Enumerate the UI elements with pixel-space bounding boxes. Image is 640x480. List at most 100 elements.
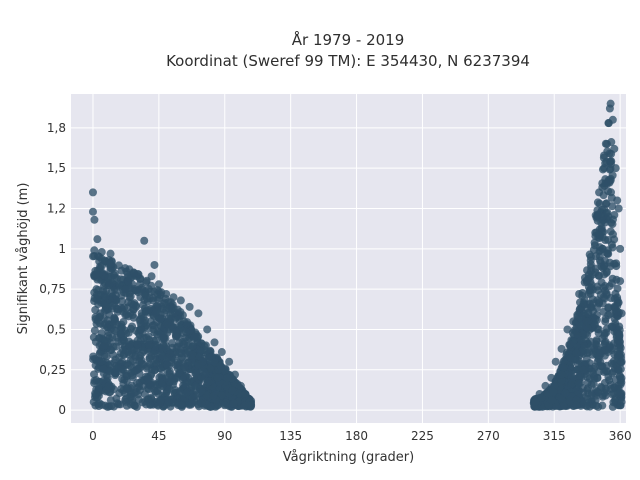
- data-point: [601, 199, 610, 208]
- data-point: [176, 401, 185, 410]
- data-point: [131, 352, 140, 361]
- data-point: [106, 266, 115, 275]
- data-point: [595, 199, 604, 208]
- data-point: [559, 400, 568, 409]
- data-point: [213, 373, 222, 382]
- data-point: [150, 366, 159, 375]
- x-tick-label: 90: [217, 429, 232, 443]
- data-point: [110, 317, 119, 326]
- y-tick-label: 1: [58, 242, 66, 256]
- x-axis-ticks: 0 45 90 135 180 225 270 315 360: [89, 429, 631, 443]
- data-point: [596, 382, 605, 391]
- x-tick-label: 135: [279, 429, 302, 443]
- data-point: [197, 399, 206, 408]
- chart-title-line-2: Koordinat (Sweref 99 TM): E 354430, N 62…: [166, 52, 530, 70]
- data-point: [223, 373, 232, 382]
- data-point: [601, 317, 610, 326]
- y-tick-label: 0: [58, 403, 66, 417]
- data-point: [105, 367, 114, 376]
- data-point: [151, 336, 160, 345]
- data-point: [154, 280, 163, 289]
- data-point: [572, 401, 581, 410]
- data-point: [136, 315, 145, 324]
- data-point: [604, 303, 613, 312]
- data-point: [185, 302, 194, 311]
- data-point: [598, 244, 607, 253]
- data-point: [605, 342, 614, 351]
- data-point: [180, 363, 189, 372]
- data-point: [557, 370, 566, 379]
- data-point: [586, 252, 595, 261]
- data-point: [580, 273, 589, 282]
- data-point: [122, 384, 131, 393]
- data-point: [568, 379, 577, 388]
- data-point: [615, 351, 624, 360]
- data-point: [577, 321, 586, 330]
- data-point: [129, 313, 138, 322]
- data-point: [608, 402, 617, 411]
- data-point: [120, 336, 129, 345]
- data-point: [95, 334, 104, 343]
- data-point: [204, 377, 213, 386]
- data-point: [198, 357, 207, 366]
- data-points: [88, 99, 626, 411]
- data-point: [570, 326, 579, 335]
- data-point: [167, 305, 176, 314]
- data-point: [125, 293, 134, 302]
- x-tick-label: 315: [543, 429, 566, 443]
- data-point: [175, 348, 184, 357]
- data-point: [91, 389, 100, 398]
- data-point: [584, 348, 593, 357]
- data-point: [104, 260, 113, 269]
- data-point: [150, 328, 159, 337]
- data-point: [247, 401, 256, 410]
- data-point: [613, 196, 622, 205]
- data-point: [566, 353, 575, 362]
- data-point: [200, 368, 209, 377]
- data-point: [547, 373, 556, 382]
- data-point: [531, 398, 540, 407]
- data-point: [92, 270, 101, 279]
- data-point: [172, 332, 181, 341]
- data-point: [617, 309, 626, 318]
- data-point: [220, 366, 229, 375]
- data-point: [602, 361, 611, 370]
- data-point: [121, 285, 130, 294]
- data-point: [176, 307, 185, 316]
- data-point: [608, 369, 617, 378]
- data-point: [97, 357, 106, 366]
- data-point: [106, 325, 115, 334]
- data-point: [608, 115, 617, 124]
- data-point: [592, 341, 601, 350]
- data-point: [599, 307, 608, 316]
- data-point: [610, 383, 619, 392]
- data-point: [90, 215, 99, 224]
- data-point: [89, 398, 98, 407]
- data-point: [595, 188, 604, 197]
- data-point: [612, 262, 621, 271]
- data-point: [617, 398, 626, 407]
- data-point: [203, 325, 212, 334]
- data-point: [144, 306, 153, 315]
- data-point: [132, 402, 141, 411]
- data-point: [150, 260, 159, 269]
- data-point: [88, 188, 97, 197]
- data-point: [146, 381, 155, 390]
- data-point: [579, 365, 588, 374]
- data-point: [181, 389, 190, 398]
- data-point: [127, 345, 136, 354]
- data-point: [582, 317, 591, 326]
- data-point: [137, 325, 146, 334]
- data-point: [115, 280, 124, 289]
- data-point: [595, 299, 604, 308]
- x-tick-label: 0: [89, 429, 97, 443]
- y-axis-title: Signifikant våghöjd (m): [16, 183, 31, 335]
- data-point: [140, 296, 149, 305]
- data-point: [610, 144, 619, 153]
- data-point: [112, 291, 121, 300]
- data-point: [103, 316, 112, 325]
- data-point: [90, 252, 99, 261]
- data-point: [593, 211, 602, 220]
- data-point: [596, 361, 605, 370]
- data-point: [604, 212, 613, 221]
